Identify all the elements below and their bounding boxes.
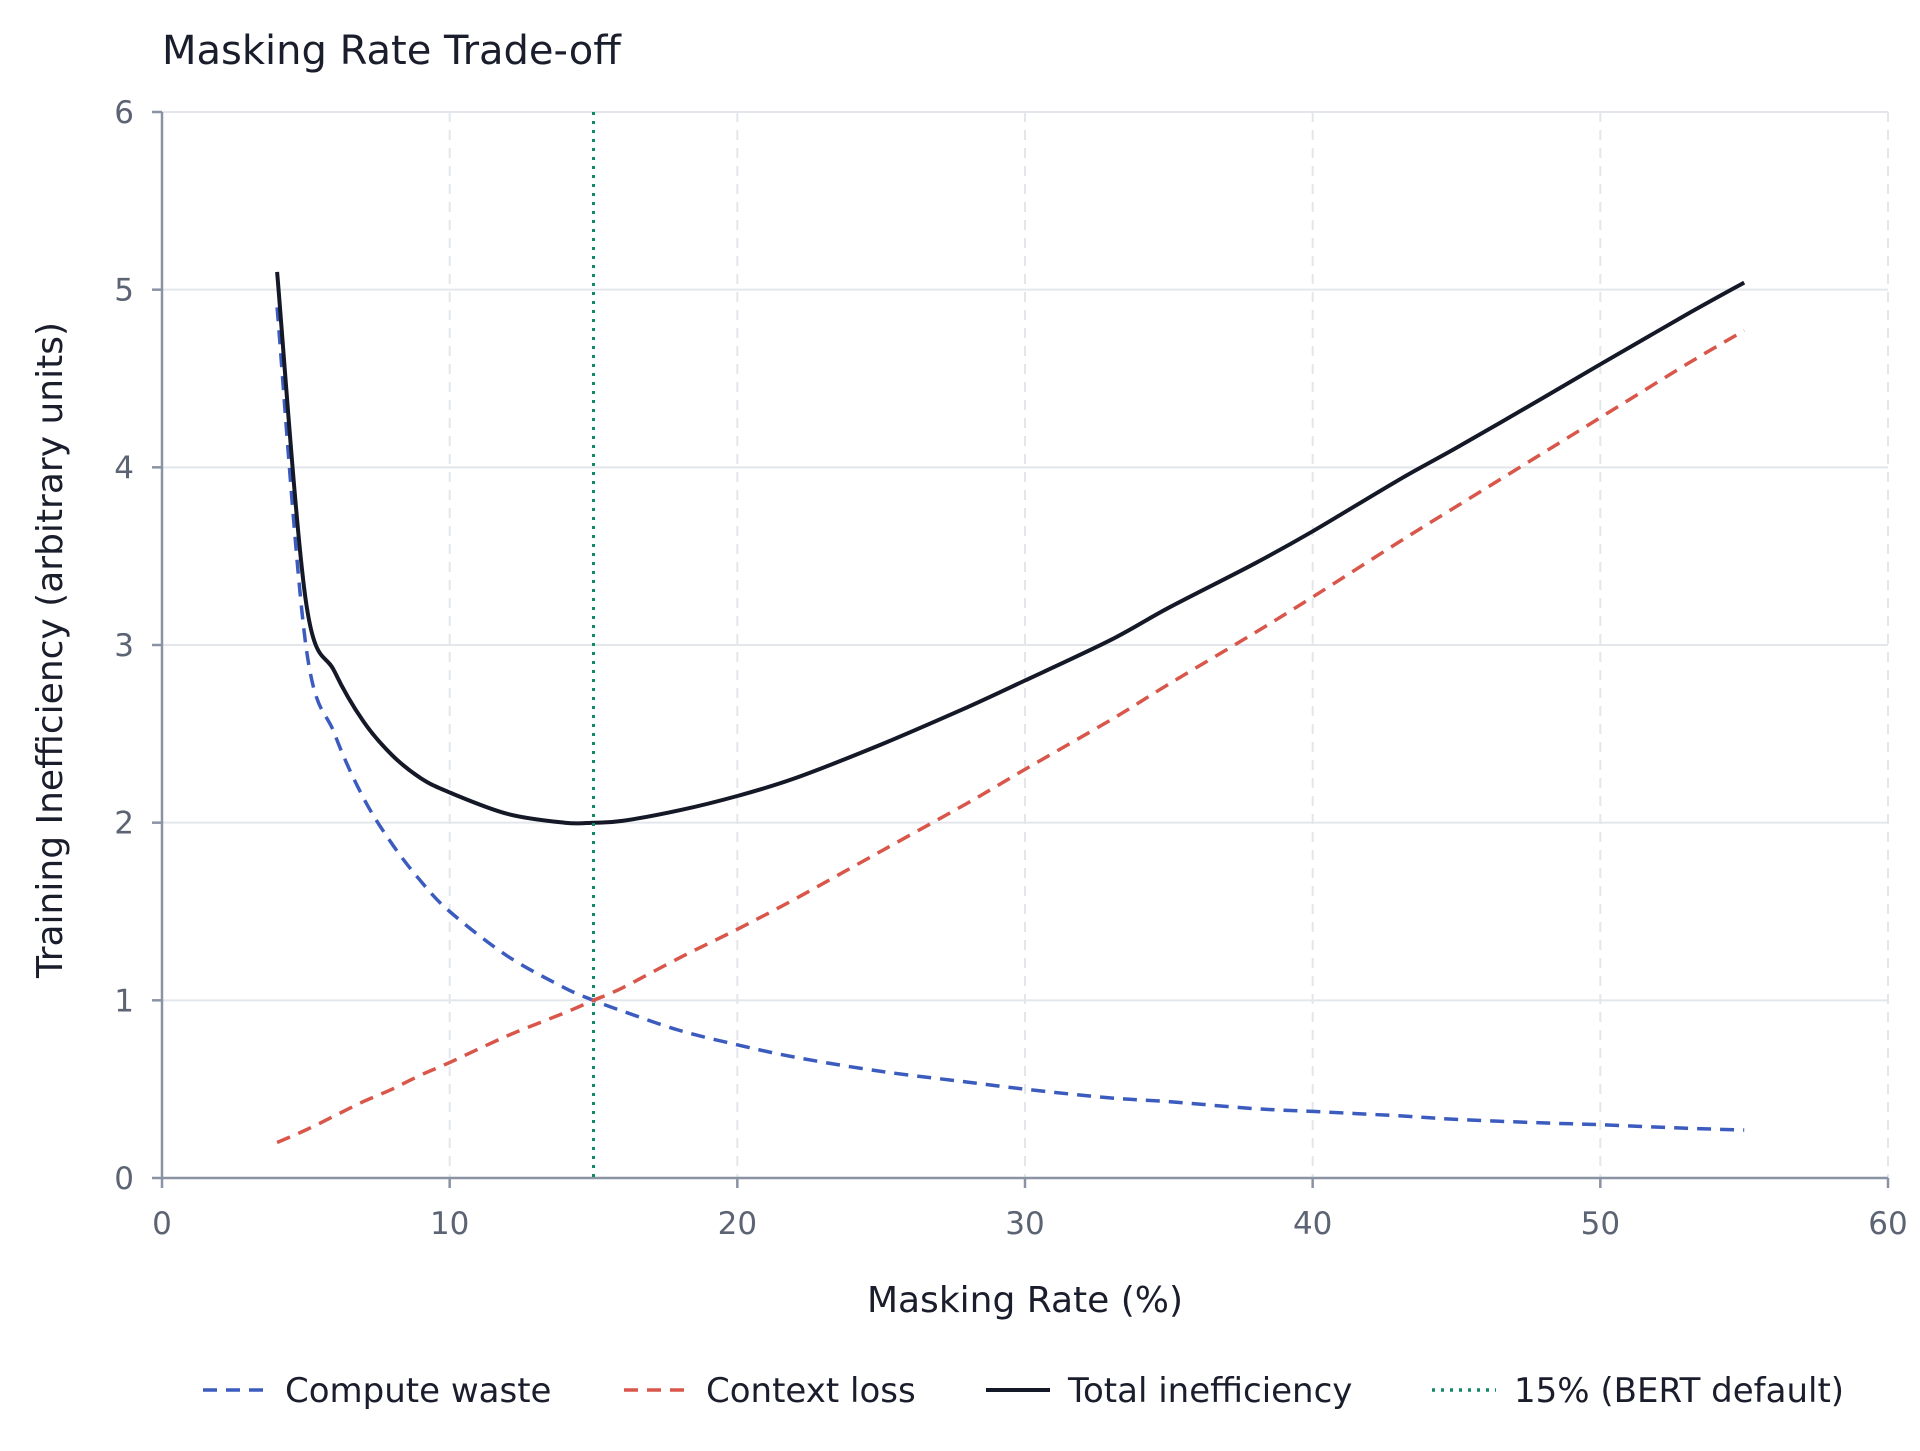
y-axis-label: Training Inefficiency (arbitrary units) [30,322,71,979]
y-tick-label: 4 [114,450,134,486]
series-line-context-loss [276,328,1746,1145]
x-tick-label: 10 [430,1206,469,1242]
x-axis-label: Masking Rate (%) [867,1280,1183,1321]
x-tick-label: 40 [1293,1206,1332,1242]
legend-label-compute-waste: Compute waste [285,1371,551,1411]
legend-label-15-bert-default: 15% (BERT default) [1514,1371,1844,1411]
y-tick-label: 2 [114,806,134,842]
y-tick-label: 1 [114,983,134,1019]
x-tick-label: 60 [1868,1206,1907,1242]
legend-label-total-inefficiency: Total inefficiency [1067,1371,1352,1411]
grid [162,111,1889,1178]
legend-label-context-loss: Context loss [706,1371,916,1411]
chart-title: Masking Rate Trade-off [162,28,622,74]
y-tick-label: 6 [114,95,134,131]
x-tick-label: 0 [152,1206,172,1242]
series-group [275,112,1746,1178]
x-tick-label: 30 [1005,1206,1044,1242]
x-tick-label: 50 [1581,1206,1620,1242]
y-tick-label: 5 [114,273,134,309]
series-line-compute-waste [275,307,1745,1132]
legend: Compute waste Context loss Total inefficie… [203,1371,1844,1411]
series-line-total-inefficiency [275,271,1746,826]
x-tick-label: 20 [718,1206,757,1242]
y-tick-label: 0 [114,1161,134,1197]
y-tick-label: 3 [114,628,134,664]
